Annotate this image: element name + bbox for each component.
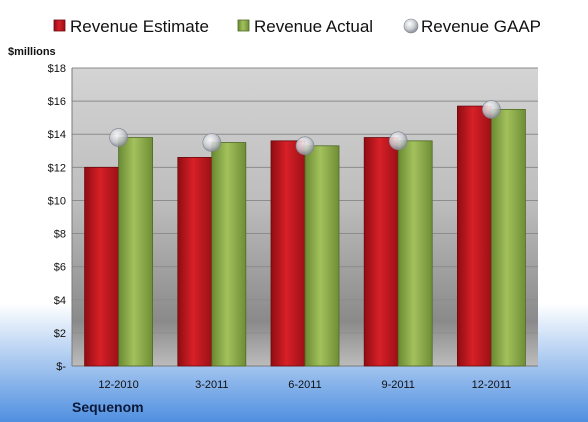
y-tick-label: $10: [48, 195, 66, 207]
company-label: Sequenom: [72, 399, 144, 415]
marker-revenue-gaap: [295, 136, 315, 156]
bar-revenue-actual: [304, 145, 340, 367]
legend-swatch: [403, 18, 419, 34]
legend-label: Revenue Actual: [254, 17, 373, 36]
y-tick-label: $2: [54, 328, 66, 340]
x-tick-label: 3-2011: [195, 379, 228, 391]
marker-revenue-gaap: [482, 100, 501, 119]
bar-revenue-estimate: [363, 137, 399, 367]
y-tick-label: $18: [48, 63, 66, 75]
legend: Revenue Estimate Revenue Actual Revenue GA…: [53, 17, 541, 36]
legend-label: Revenue Estimate: [70, 17, 209, 36]
bar-revenue-actual: [490, 108, 526, 367]
bar-revenue-estimate: [177, 156, 213, 367]
y-tick-label: $14: [48, 129, 66, 141]
legend-label: Revenue GAAP: [421, 17, 541, 36]
marker-revenue-gaap: [388, 131, 408, 151]
y-tick-label: $8: [54, 229, 66, 241]
bars: [84, 105, 526, 367]
x-tick-label: 6-2011: [288, 379, 321, 391]
bar-revenue-estimate: [84, 166, 119, 367]
bar-revenue-actual: [211, 142, 247, 367]
x-tick-label: 12-2011: [472, 379, 512, 391]
bar-revenue-actual: [397, 140, 433, 367]
legend-swatch: [53, 19, 66, 32]
x-tick-label: 9-2011: [381, 379, 414, 391]
marker-revenue-gaap: [202, 133, 222, 152]
y-tick-label: $12: [48, 162, 66, 174]
y-tick-label: $6: [54, 262, 66, 274]
unit-label: $millions: [8, 46, 56, 58]
y-tick-label: $-: [56, 361, 66, 373]
y-tick-label: $4: [54, 295, 66, 307]
legend-swatch: [237, 19, 250, 32]
x-tick-label: 12-2010: [98, 379, 138, 391]
x-axis-ticks: 12-2010 3-2011 6-2011 9-2011 12-2011: [98, 379, 511, 391]
bar-revenue-actual: [118, 137, 153, 367]
marker-revenue-gaap: [109, 128, 128, 147]
gaap-markers: [109, 100, 501, 156]
bar-revenue-estimate: [456, 105, 492, 367]
y-axis-ticks: $- $2 $4 $6 $8 $10 $12 $14 $16 $18: [48, 63, 67, 373]
bar-revenue-estimate: [270, 140, 306, 367]
y-tick-label: $16: [48, 96, 66, 108]
